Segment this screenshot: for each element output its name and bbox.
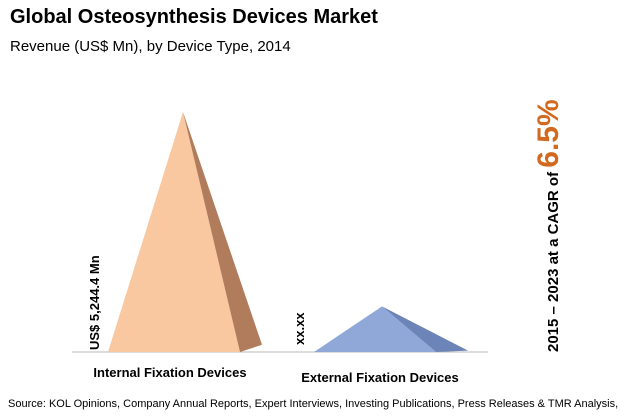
cagr-value: 6.5%	[532, 99, 565, 167]
external-fixation-category-label: External Fixation Devices	[301, 370, 459, 385]
cagr-callout: 2015 – 2023 at a CAGR of 6.5%	[532, 99, 565, 352]
external-fixation-pyramid-front	[314, 306, 436, 352]
external-fixation-pyramid-side	[382, 306, 468, 352]
cagr-text: 2015 – 2023 at a CAGR of	[545, 168, 562, 352]
chart-title: Global Osteosynthesis Devices Market	[10, 6, 378, 28]
source-note: Source: KOL Opinions, Company Annual Rep…	[8, 398, 620, 410]
internal-fixation-value-label: US$ 5,244.4 Mn	[87, 255, 102, 350]
chart-subtitle: Revenue (US$ Mn), by Device Type, 2014	[10, 38, 291, 55]
internal-fixation-pyramid-side	[183, 112, 262, 352]
internal-fixation-category-label: Internal Fixation Devices	[93, 365, 246, 380]
external-fixation-value-label: xx.xx	[292, 312, 307, 345]
internal-fixation-pyramid-front	[108, 112, 240, 352]
